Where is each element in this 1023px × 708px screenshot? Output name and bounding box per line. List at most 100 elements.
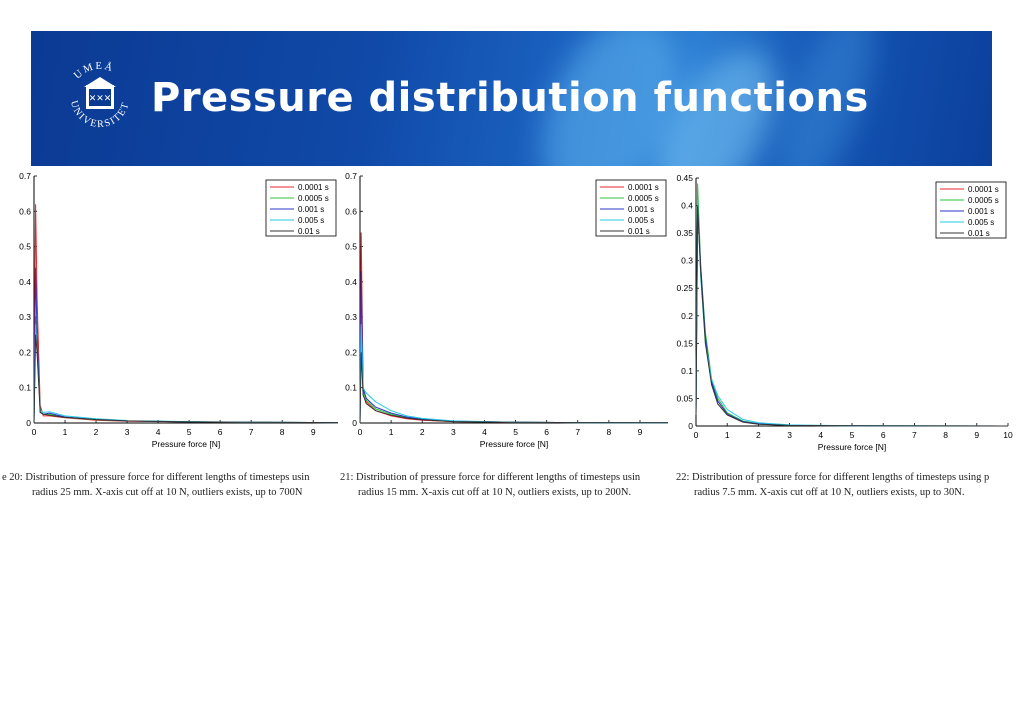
chart-3-legend-label-4: 0.005 s [968,218,994,227]
chart-3-x-axis-label: Pressure force [N] [818,442,887,452]
chart-3-x-tick-label: 7 [912,430,917,440]
chart-1-x-tick-label: 3 [125,427,130,437]
chart-2-y-tick-label: 0.4 [345,277,357,287]
chart-3-x-tick-label: 4 [818,430,823,440]
chart-3-legend-label-2: 0.0005 s [968,196,999,205]
chart-3-x-tick-label: 3 [787,430,792,440]
chart-3-x-tick-label: 9 [974,430,979,440]
chart-2-x-tick-label: 5 [513,427,518,437]
chart-3-y-tick-label: 0.3 [681,256,693,266]
caption-3: 22: Distribution of pressure force for d… [676,470,1023,500]
caption-2: 21: Distribution of pressure force for d… [340,470,673,500]
chart-1-y-tick-label: 0.2 [19,347,31,357]
chart-1-y-tick-label: 0.3 [19,312,31,322]
chart-2-y-tick-label: 0.5 [345,242,357,252]
chart-1-x-tick-label: 0 [32,427,37,437]
chart-2-x-tick-label: 9 [638,427,643,437]
chart-3-series-5-line [695,205,1009,427]
chart-3-y-tick-label: 0.1 [681,366,693,376]
chart-2-series-2-line [359,306,669,424]
chart-3-x-tick-label: 1 [725,430,730,440]
chart-3-y-tick-label: 0.2 [681,311,693,321]
chart-3-y-tick-label: 0.15 [676,338,693,348]
chart-1-series-4-line [33,324,339,424]
chart-1-x-tick-label: 8 [280,427,285,437]
chart-1-x-axis-label: Pressure force [N] [152,439,221,449]
umea-university-seal-icon: UMEÅ UNIVERSITET ✕✕✕ [68,60,130,130]
chart-2-legend-label-2: 0.0005 s [628,194,659,203]
caption-1-line-2: radius 25 mm. X-axis cut off at 10 N, ou… [32,487,303,498]
chart-3-x-tick-label: 0 [694,430,699,440]
chart-1-y-tick-label: 0.4 [19,277,31,287]
caption-1-line-1: e 20: Distribution of pressure force for… [2,472,310,483]
svg-text:✕✕✕: ✕✕✕ [89,94,112,104]
chart-2-y-tick-label: 0.3 [345,312,357,322]
chart-2-series-4-line [359,324,669,424]
chart-2-x-tick-label: 8 [607,427,612,437]
chart-2-x-tick-label: 0 [358,427,363,437]
chart-2-x-tick-label: 1 [389,427,394,437]
chart-2-legend-label-4: 0.005 s [628,216,654,225]
chart-2-x-tick-label: 3 [451,427,456,437]
chart-1-y-tick-label: 0.5 [19,242,31,252]
chart-3-series-1-line [695,205,1009,427]
chart-2-series-5-line [359,352,669,424]
chart-2-x-tick-label: 7 [575,427,580,437]
charts-row: 0 1 2 3 4 5 6 7 8 9 0 0.1 0.2 0.3 0.4 0.5 0.6 0.7 Pressure… [0,166,1023,466]
caption-1: e 20: Distribution of pressure force for… [2,470,340,500]
chart-1-x-tick-label: 6 [218,427,223,437]
caption-3-line-2: radius 7.5 mm. X-axis cut off at 10 N, o… [694,487,965,498]
caption-2-line-2: radius 15 mm. X-axis cut off at 10 N, ou… [358,487,632,498]
pressure-charts: 0 1 2 3 4 5 6 7 8 9 0 0.1 0.2 0.3 0.4 0.5 0.6 0.7 Pressure… [19,171,1013,452]
caption-3-line-1: 22: Distribution of pressure force for d… [676,472,990,483]
chart-2-series-3-line [359,271,669,424]
chart-3-y-tick-label: 0 [688,421,693,431]
chart-2-x-axis-label: Pressure force [N] [480,439,549,449]
chart-2-legend-label-3: 0.001 s [628,205,654,214]
chart-3-legend [935,181,1007,239]
chart-3-y-tick-label: 0.05 [676,393,693,403]
chart-1-x-tick-label: 5 [187,427,192,437]
chart-3-x-tick-label: 8 [943,430,948,440]
chart-2-legend-label-5: 0.01 s [628,227,650,236]
title-banner: UMEÅ UNIVERSITET ✕✕✕ Pressure distributi… [31,31,992,166]
chart-3-y-tick-label: 0.35 [676,228,693,238]
chart-1-series-1-line [33,204,339,424]
chart-3-y-tick-label: 0.45 [676,173,693,183]
chart-1-x-tick-label: 1 [63,427,68,437]
chart-1-x-tick-label: 9 [311,427,316,437]
chart-2-y-tick-label: 0.1 [345,383,357,393]
chart-2-x-tick-label: 4 [482,427,487,437]
chart-2-x-tick-label: 6 [544,427,549,437]
chart-2-series-1-line [359,232,669,424]
chart-1-y-tick-label: 0.1 [19,383,31,393]
chart-3-y-tick-label: 0.25 [676,283,693,293]
chart-3-legend-label-1: 0.0001 s [968,185,999,194]
chart-3-y-tick-label: 0.4 [681,201,693,211]
chart-1-legend-label-5: 0.01 s [298,227,320,236]
chart-3-x-tick-label: 2 [756,430,761,440]
chart-1-y-tick-label: 0.7 [19,171,31,181]
chart-2-y-tick-label: 0.6 [345,206,357,216]
chart-2-x-tick-label: 2 [420,427,425,437]
chart-1-series-2-line [33,317,339,424]
chart-1-x-tick-label: 4 [156,427,161,437]
chart-1-legend-label-1: 0.0001 s [298,183,329,192]
chart-3-series-3-line [695,205,1009,427]
chart-2-y-tick-label: 0.2 [345,347,357,357]
chart-1-legend [265,179,337,237]
chart-3-x-tick-label: 10 [1003,430,1013,440]
chart-1-y-tick-label: 0.6 [19,206,31,216]
chart-3-legend-label-5: 0.01 s [968,229,990,238]
chart-1-y-tick-label: 0 [26,418,31,428]
chart-1-series-3-line [33,267,339,424]
chart-3-x-tick-label: 5 [850,430,855,440]
chart-1-x-tick-label: 2 [94,427,99,437]
chart-1-legend-label-2: 0.0005 s [298,194,329,203]
caption-2-line-1: 21: Distribution of pressure force for d… [340,472,641,483]
page-title: Pressure distribution functions [151,75,869,121]
chart-3-legend-label-3: 0.001 s [968,207,994,216]
chart-1-legend-label-3: 0.001 s [298,205,324,214]
chart-1-x-tick-label: 7 [249,427,254,437]
chart-3-x-tick-label: 6 [881,430,886,440]
